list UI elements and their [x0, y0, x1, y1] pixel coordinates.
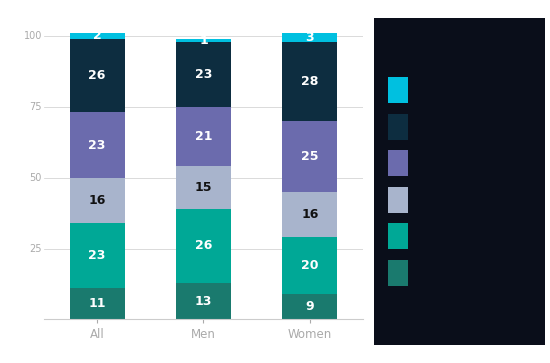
- Bar: [69, 223, 125, 288]
- Text: 16: 16: [301, 208, 318, 221]
- Bar: [69, 178, 125, 223]
- Bar: [69, 39, 125, 113]
- Bar: [282, 192, 338, 237]
- Bar: [282, 237, 338, 294]
- Bar: [69, 33, 125, 39]
- FancyBboxPatch shape: [388, 150, 408, 176]
- Bar: [176, 39, 231, 42]
- Bar: [176, 282, 231, 319]
- Text: 23: 23: [89, 139, 106, 152]
- Bar: [176, 166, 231, 209]
- Text: 2: 2: [93, 29, 102, 42]
- Bar: [282, 294, 338, 319]
- Text: 1: 1: [199, 34, 208, 47]
- Bar: [176, 209, 231, 282]
- Bar: [282, 33, 338, 42]
- Text: 26: 26: [195, 239, 212, 252]
- Bar: [282, 121, 338, 192]
- FancyBboxPatch shape: [388, 77, 408, 103]
- FancyBboxPatch shape: [388, 223, 408, 249]
- Text: 23: 23: [195, 68, 212, 81]
- FancyBboxPatch shape: [388, 114, 408, 140]
- Text: 25: 25: [301, 150, 318, 163]
- Text: 13: 13: [195, 294, 212, 307]
- Text: 9: 9: [305, 300, 314, 313]
- Text: 25: 25: [29, 244, 42, 254]
- Text: 3: 3: [305, 31, 314, 44]
- Text: 20: 20: [301, 259, 318, 272]
- Bar: [176, 42, 231, 107]
- Text: 21: 21: [195, 130, 212, 143]
- Bar: [69, 113, 125, 178]
- Text: 75: 75: [29, 102, 42, 112]
- FancyBboxPatch shape: [388, 187, 408, 213]
- Bar: [282, 42, 338, 121]
- Text: 11: 11: [89, 297, 106, 310]
- Bar: [176, 107, 231, 166]
- Text: 23: 23: [89, 249, 106, 262]
- Text: 26: 26: [89, 69, 106, 82]
- Bar: [69, 288, 125, 319]
- FancyBboxPatch shape: [388, 260, 408, 286]
- Text: 100: 100: [24, 31, 42, 41]
- Text: 16: 16: [89, 194, 106, 207]
- Text: 15: 15: [195, 181, 212, 194]
- Text: 28: 28: [301, 75, 318, 88]
- Text: 50: 50: [30, 173, 42, 183]
